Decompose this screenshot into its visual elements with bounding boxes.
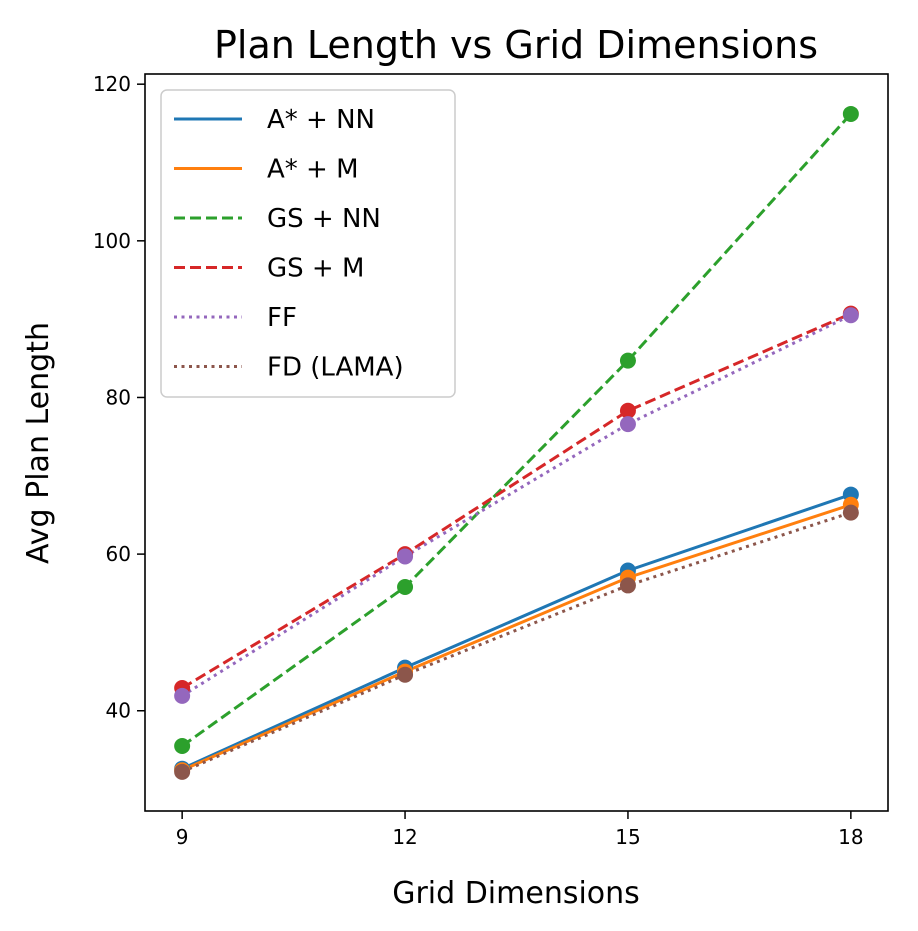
data-point-5-3 — [842, 504, 859, 521]
plot-frame — [144, 73, 889, 812]
x-tick-label: 15 — [615, 825, 640, 849]
series-line-5 — [181, 511, 852, 774]
x-axis: 9 12 15 18 — [176, 811, 864, 849]
data-point-5-0 — [174, 763, 191, 780]
series-layer — [174, 105, 859, 780]
x-tick-label: 18 — [838, 825, 863, 849]
legend-label-5: FD (LAMA) — [267, 353, 404, 383]
data-point-5-2 — [619, 577, 636, 594]
y-tick-label: 40 — [106, 699, 131, 723]
series-line-0 — [181, 493, 852, 771]
y-tick-label: 100 — [93, 229, 131, 253]
chart-title: Plan Length vs Grid Dimensions — [214, 23, 818, 67]
x-axis-label: Grid Dimensions — [392, 876, 640, 911]
legend: A* + NN A* + M GS + NN GS + M FF FD (LAMA) — [160, 89, 456, 398]
y-axis: 40 60 80 100 120 — [93, 72, 145, 723]
legend-label-0: A* + NN — [267, 105, 375, 135]
data-point-5-1 — [397, 666, 414, 683]
legend-label-2: GS + NN — [267, 204, 381, 234]
data-point-2-1 — [397, 579, 414, 596]
data-point-2-2 — [619, 352, 636, 369]
series-line-2 — [181, 112, 852, 748]
y-tick-label: 80 — [106, 385, 131, 409]
data-point-3-2 — [619, 402, 636, 419]
y-axis-label: Avg Plan Length — [21, 322, 56, 564]
series-line-3 — [181, 312, 852, 690]
legend-label-1: A* + M — [267, 155, 359, 185]
data-point-2-3 — [842, 105, 859, 122]
data-point-4-1 — [397, 548, 414, 565]
y-tick-label: 60 — [106, 542, 131, 566]
data-point-4-0 — [174, 687, 191, 704]
data-point-4-2 — [619, 416, 636, 433]
legend-frame — [160, 89, 456, 398]
y-tick-label: 120 — [93, 72, 131, 96]
data-point-2-0 — [174, 737, 191, 754]
legend-label-4: FF — [267, 303, 297, 333]
data-point-4-3 — [842, 307, 859, 324]
series-line-1 — [181, 503, 852, 772]
series-line-4 — [181, 313, 852, 698]
x-tick-label: 12 — [392, 825, 417, 849]
x-tick-label: 9 — [176, 825, 189, 849]
legend-label-3: GS + M — [267, 254, 364, 284]
